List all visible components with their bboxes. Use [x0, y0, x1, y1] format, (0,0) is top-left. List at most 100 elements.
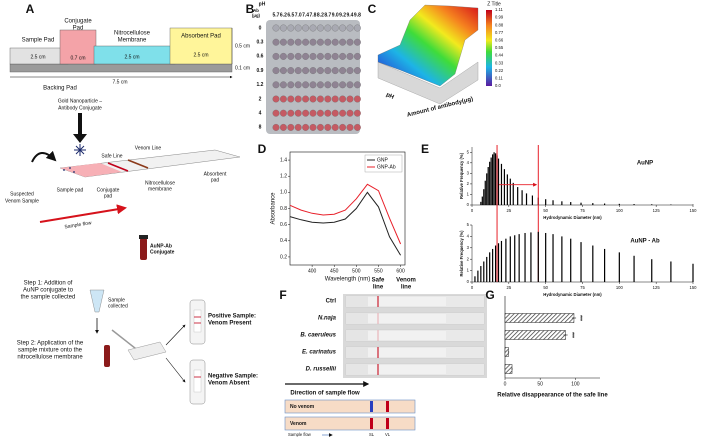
well [287, 109, 295, 117]
well [272, 38, 280, 46]
conjugate-label: Antibody Conjugate [58, 105, 102, 111]
colorbar-tick: 0.55 [495, 45, 504, 50]
y-tick-label: 0.6 [280, 222, 287, 228]
x-tick-label: 75 [580, 208, 585, 213]
line-label: Safe Line [101, 153, 122, 159]
bar [497, 158, 500, 205]
well [339, 95, 347, 103]
well [339, 67, 347, 75]
ph-label: 9.4 [347, 12, 354, 18]
well [339, 109, 347, 117]
bar [514, 235, 516, 282]
well [272, 123, 280, 131]
well [309, 109, 317, 117]
y-axis-label: Relative Frequency (%) [459, 230, 464, 277]
x-tick-label: 150 [690, 208, 698, 213]
well [339, 38, 347, 46]
well [294, 109, 302, 117]
x-tick-label: 100 [616, 285, 624, 290]
well [331, 67, 339, 75]
well [287, 95, 295, 103]
well [346, 81, 354, 89]
bar [486, 256, 488, 282]
bar [505, 238, 507, 282]
x-tick-label: 450 [330, 268, 339, 274]
x-tick-label: 0 [504, 381, 507, 387]
panel-letter: E [421, 142, 429, 156]
bar [492, 154, 494, 205]
well [279, 67, 287, 75]
well [309, 67, 317, 75]
absorbent-zone [446, 330, 484, 341]
x-tick-label: 50 [543, 208, 548, 213]
well [279, 38, 287, 46]
x-tick-label: 25 [506, 208, 511, 213]
panel-letter: F [279, 288, 286, 302]
y-tick-label: 2 [467, 256, 470, 261]
x-tick-label: 100 [616, 208, 624, 213]
ab-label: 2 [259, 96, 262, 102]
result-label: Venom Present [208, 321, 251, 327]
well [346, 95, 354, 103]
absorbent-zone [446, 347, 484, 358]
panel-letter: A [26, 2, 35, 16]
panel-letter: C [368, 2, 377, 16]
bar [552, 200, 554, 205]
bar [633, 255, 635, 282]
bar [494, 245, 497, 282]
bar [537, 231, 539, 282]
well [316, 24, 324, 32]
bar [651, 259, 653, 282]
well [324, 38, 332, 46]
well [346, 123, 354, 131]
well [316, 67, 324, 75]
bar [618, 203, 620, 205]
well [302, 81, 310, 89]
well [331, 38, 339, 46]
bar [477, 270, 479, 282]
y-tick-label: 3 [467, 170, 470, 175]
pad-label: Sample Pad [22, 38, 55, 44]
row-label: D. russellii [306, 367, 337, 373]
y-tick-label: 4 [467, 234, 470, 239]
axis-title: (μg) [252, 13, 261, 18]
ab-label: 1.2 [257, 82, 264, 88]
absorbent-zone [446, 296, 484, 307]
well [339, 123, 347, 131]
well [324, 123, 332, 131]
strip-part: Conjugate [97, 187, 120, 193]
line-label: Venom Line [135, 145, 162, 151]
well [302, 109, 310, 117]
bar [545, 199, 547, 205]
bar [509, 178, 511, 205]
column-label: line [373, 285, 384, 291]
step-label: sample mixture onto the [18, 348, 83, 354]
bar [489, 252, 491, 282]
bar [518, 234, 520, 282]
ph-label: 8.2 [317, 12, 324, 18]
absorbent-zone [446, 364, 484, 375]
conjugate-label: Gold Nanoparticle – [58, 98, 102, 104]
sample-zone [346, 330, 368, 341]
bar [618, 252, 620, 282]
ab-label: 0.6 [257, 54, 264, 60]
well [353, 52, 361, 60]
colorbar-tick: 0.44 [495, 53, 504, 58]
column-label: Venom [396, 278, 416, 284]
bar [545, 232, 547, 282]
result-label: Negative Sample: [208, 374, 258, 380]
ab-label: 0.9 [257, 68, 264, 74]
absorbent-zone [446, 313, 484, 324]
well [272, 109, 280, 117]
well [302, 95, 310, 103]
well [287, 52, 295, 60]
well [324, 24, 332, 32]
bar [651, 204, 653, 205]
result-label: Venom Absent [208, 381, 249, 387]
well [302, 38, 310, 46]
well [279, 109, 287, 117]
step-label: AuNP conjugate to [23, 288, 74, 294]
y-tick-label: 1.4 [280, 157, 287, 163]
row-label: E. carinatus [302, 350, 337, 356]
